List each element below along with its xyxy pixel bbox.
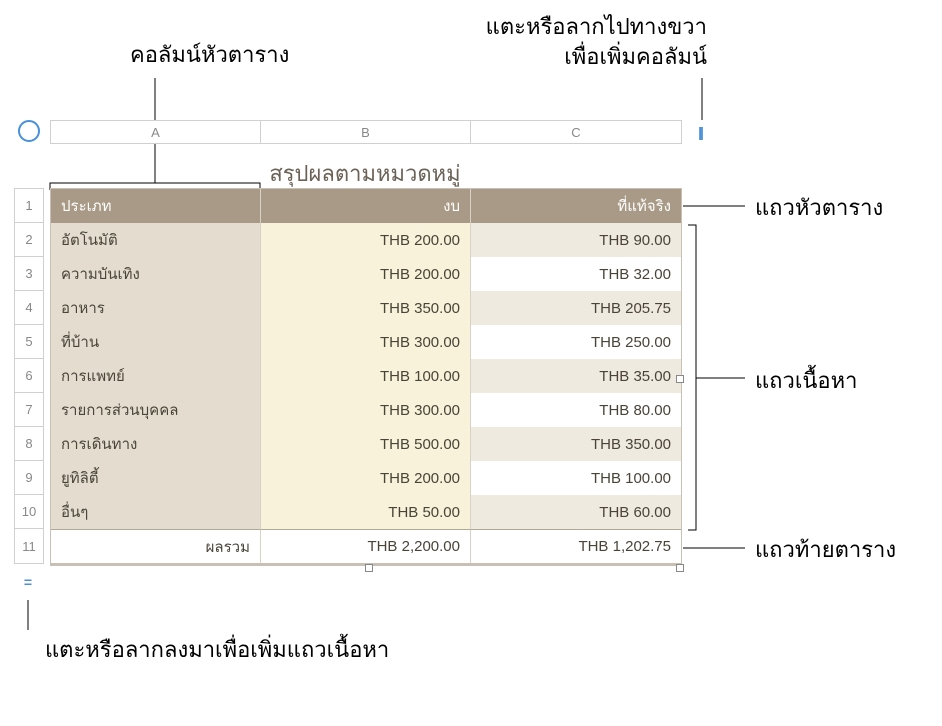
add-column-handle[interactable] — [690, 122, 710, 142]
body-cell[interactable]: THB 60.00 — [471, 495, 681, 529]
body-cell[interactable]: THB 300.00 — [261, 393, 471, 427]
callout-add-row: แตะหรือลากลงมาเพื่อเพิ่มแถวเนื้อหา — [45, 635, 389, 665]
column-letter[interactable]: A — [51, 121, 261, 143]
body-cell[interactable]: รายการส่วนบุคคล — [51, 393, 261, 427]
callout-body-rows: แถวเนื้อหา — [755, 366, 857, 396]
table-row: อื่นๆTHB 50.00THB 60.00 — [51, 495, 681, 529]
row-number[interactable]: 10 — [15, 495, 43, 529]
table-row: ที่บ้านTHB 300.00THB 250.00 — [51, 325, 681, 359]
row-number-bar: 1234567891011 — [14, 188, 44, 564]
body-cell[interactable]: THB 100.00 — [261, 359, 471, 393]
body-cell[interactable]: THB 100.00 — [471, 461, 681, 495]
callout-footer-row: แถวท้ายตาราง — [755, 535, 896, 565]
table-header-row: ประเภท งบ ที่แท้จริง — [51, 189, 681, 223]
callout-header-column: คอลัมน์หัวตาราง — [130, 40, 289, 70]
row-number[interactable]: 6 — [15, 359, 43, 393]
body-cell[interactable]: THB 205.75 — [471, 291, 681, 325]
selection-handle[interactable] — [365, 564, 373, 572]
body-cell[interactable]: THB 200.00 — [261, 223, 471, 257]
table-footer-row: ผลรวม THB 2,200.00 THB 1,202.75 — [51, 529, 681, 563]
table-title[interactable]: สรุปผลตามหมวดหมู่ — [50, 156, 680, 191]
row-number[interactable]: 2 — [15, 223, 43, 257]
row-number[interactable]: 4 — [15, 291, 43, 325]
column-letter[interactable]: B — [261, 121, 471, 143]
header-cell[interactable]: ที่แท้จริง — [471, 189, 681, 223]
table-grid: ประเภท งบ ที่แท้จริง อัตโนมัติTHB 200.00… — [50, 188, 682, 566]
body-cell[interactable]: ความบันเทิง — [51, 257, 261, 291]
row-number[interactable]: 3 — [15, 257, 43, 291]
table-row: อาหารTHB 350.00THB 205.75 — [51, 291, 681, 325]
selection-handle[interactable] — [676, 564, 684, 572]
body-cell[interactable]: THB 80.00 — [471, 393, 681, 427]
table-row: ยูทิลิตี้THB 200.00THB 100.00 — [51, 461, 681, 495]
table-row: การเดินทางTHB 500.00THB 350.00 — [51, 427, 681, 461]
footer-cell[interactable]: THB 1,202.75 — [471, 529, 681, 563]
body-cell[interactable]: THB 250.00 — [471, 325, 681, 359]
callout-add-column: แตะหรือลากไปทางขวา เพื่อเพิ่มคอลัมน์ — [486, 12, 707, 71]
body-cell[interactable]: THB 350.00 — [261, 291, 471, 325]
body-cell[interactable]: THB 500.00 — [261, 427, 471, 461]
row-number[interactable]: 11 — [15, 529, 43, 563]
add-row-handle[interactable] — [18, 572, 38, 592]
body-cell[interactable]: THB 32.00 — [471, 257, 681, 291]
body-cell[interactable]: อื่นๆ — [51, 495, 261, 529]
body-cell[interactable]: ยูทิลิตี้ — [51, 461, 261, 495]
footer-cell[interactable]: THB 2,200.00 — [261, 529, 471, 563]
column-letter-bar: A B C — [50, 120, 682, 144]
table-select-handle[interactable] — [18, 120, 40, 142]
body-cell[interactable]: การแพทย์ — [51, 359, 261, 393]
body-cell[interactable]: THB 350.00 — [471, 427, 681, 461]
column-letter[interactable]: C — [471, 121, 681, 143]
footer-cell[interactable]: ผลรวม — [51, 529, 261, 563]
row-number[interactable]: 8 — [15, 427, 43, 461]
table-row: การแพทย์THB 100.00THB 35.00 — [51, 359, 681, 393]
callout-add-column-line2: เพื่อเพิ่มคอลัมน์ — [564, 44, 707, 69]
header-cell[interactable]: ประเภท — [51, 189, 261, 223]
callout-header-row: แถวหัวตาราง — [755, 193, 883, 223]
body-cell[interactable]: อาหาร — [51, 291, 261, 325]
row-number[interactable]: 5 — [15, 325, 43, 359]
table-row: ความบันเทิงTHB 200.00THB 32.00 — [51, 257, 681, 291]
body-cell[interactable]: THB 200.00 — [261, 257, 471, 291]
body-cell[interactable]: THB 300.00 — [261, 325, 471, 359]
body-cell[interactable]: THB 35.00 — [471, 359, 681, 393]
body-cell[interactable]: THB 90.00 — [471, 223, 681, 257]
table-row: อัตโนมัติTHB 200.00THB 90.00 — [51, 223, 681, 257]
header-cell[interactable]: งบ — [261, 189, 471, 223]
body-cell[interactable]: อัตโนมัติ — [51, 223, 261, 257]
row-number[interactable]: 1 — [15, 189, 43, 223]
selection-handle[interactable] — [676, 375, 684, 383]
row-number[interactable]: 9 — [15, 461, 43, 495]
row-number[interactable]: 7 — [15, 393, 43, 427]
body-cell[interactable]: การเดินทาง — [51, 427, 261, 461]
body-cell[interactable]: ที่บ้าน — [51, 325, 261, 359]
body-cell[interactable]: THB 200.00 — [261, 461, 471, 495]
callout-add-column-line1: แตะหรือลากไปทางขวา — [486, 14, 707, 39]
table-row: รายการส่วนบุคคลTHB 300.00THB 80.00 — [51, 393, 681, 427]
body-cell[interactable]: THB 50.00 — [261, 495, 471, 529]
